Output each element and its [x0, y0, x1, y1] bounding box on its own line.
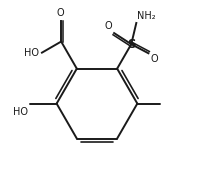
Text: HO: HO — [24, 48, 39, 58]
Text: O: O — [56, 8, 64, 18]
Text: HO: HO — [13, 107, 28, 117]
Text: NH₂: NH₂ — [137, 11, 156, 21]
Text: S: S — [127, 38, 136, 51]
Text: O: O — [150, 54, 158, 64]
Text: O: O — [105, 22, 113, 32]
